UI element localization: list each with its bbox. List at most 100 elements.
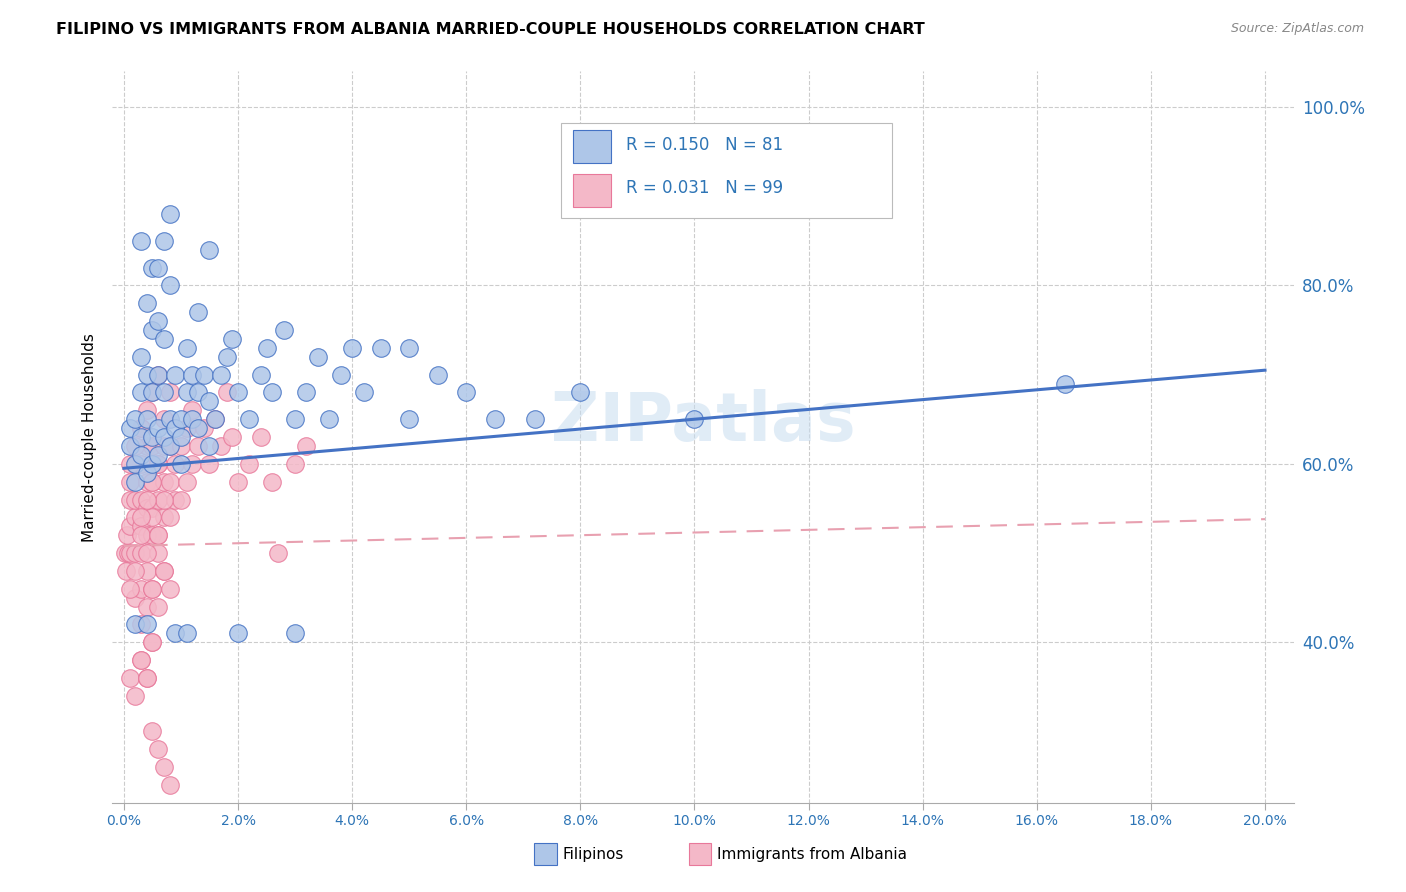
Point bbox=[118, 492, 141, 507]
Point bbox=[181, 412, 204, 426]
Text: Immigrants from Albania: Immigrants from Albania bbox=[717, 847, 907, 862]
Point bbox=[118, 457, 141, 471]
Point bbox=[1054, 376, 1077, 391]
Point bbox=[141, 635, 163, 649]
Point bbox=[165, 368, 187, 382]
Point bbox=[181, 403, 204, 417]
FancyBboxPatch shape bbox=[574, 174, 610, 207]
Point bbox=[250, 430, 273, 444]
Point bbox=[193, 421, 215, 435]
Point bbox=[153, 412, 176, 426]
Point bbox=[124, 546, 146, 560]
Point bbox=[135, 671, 157, 685]
Point bbox=[129, 421, 152, 435]
Point bbox=[129, 582, 152, 596]
Point bbox=[204, 412, 226, 426]
Point bbox=[295, 385, 318, 400]
Point bbox=[146, 448, 169, 462]
Point bbox=[284, 626, 307, 640]
Point bbox=[146, 260, 169, 275]
Point bbox=[340, 341, 363, 355]
Point bbox=[135, 599, 157, 614]
Point bbox=[124, 492, 146, 507]
Point bbox=[124, 457, 146, 471]
Point bbox=[118, 519, 141, 533]
Point bbox=[118, 421, 141, 435]
Point bbox=[146, 368, 169, 382]
Point bbox=[124, 689, 146, 703]
Point bbox=[176, 475, 198, 489]
Point bbox=[215, 385, 238, 400]
Point bbox=[204, 412, 226, 426]
Point bbox=[159, 278, 181, 293]
Point bbox=[221, 430, 243, 444]
Point bbox=[135, 412, 157, 426]
Point bbox=[153, 492, 176, 507]
Point bbox=[117, 546, 139, 560]
Point bbox=[146, 528, 169, 542]
Point bbox=[114, 564, 136, 578]
Point bbox=[262, 385, 284, 400]
Point bbox=[146, 492, 169, 507]
Point bbox=[159, 582, 181, 596]
Point bbox=[146, 368, 169, 382]
Point bbox=[159, 412, 181, 426]
Point bbox=[146, 421, 169, 435]
Point bbox=[129, 519, 152, 533]
Point bbox=[141, 430, 163, 444]
Point bbox=[198, 394, 221, 409]
Point bbox=[141, 457, 163, 471]
Point bbox=[153, 510, 176, 524]
Point bbox=[170, 430, 193, 444]
Point bbox=[146, 742, 169, 756]
Point bbox=[176, 341, 198, 355]
Point bbox=[159, 778, 181, 792]
Point bbox=[170, 492, 193, 507]
Point bbox=[170, 439, 193, 453]
Point bbox=[318, 412, 340, 426]
Point bbox=[262, 475, 284, 489]
Point bbox=[398, 341, 420, 355]
Point bbox=[209, 439, 232, 453]
Point bbox=[215, 350, 238, 364]
Point bbox=[329, 368, 352, 382]
Text: R = 0.031   N = 99: R = 0.031 N = 99 bbox=[626, 179, 783, 197]
Point bbox=[569, 385, 592, 400]
Y-axis label: Married-couple Households: Married-couple Households bbox=[82, 333, 97, 541]
Point bbox=[135, 501, 157, 516]
Point bbox=[146, 528, 169, 542]
Point bbox=[153, 564, 176, 578]
Point bbox=[523, 412, 546, 426]
Point bbox=[141, 510, 163, 524]
Point bbox=[176, 385, 198, 400]
Point bbox=[135, 475, 157, 489]
Point bbox=[118, 582, 141, 596]
Point bbox=[141, 439, 163, 453]
Point bbox=[118, 439, 141, 453]
Point bbox=[114, 546, 136, 560]
Point bbox=[118, 546, 141, 560]
Point bbox=[170, 412, 193, 426]
Point bbox=[124, 617, 146, 632]
Point bbox=[226, 385, 249, 400]
Point bbox=[141, 385, 163, 400]
Point bbox=[141, 528, 163, 542]
Point bbox=[124, 457, 146, 471]
Point bbox=[124, 412, 146, 426]
Point bbox=[187, 421, 209, 435]
Point bbox=[295, 439, 318, 453]
Point bbox=[141, 582, 163, 596]
Point bbox=[135, 671, 157, 685]
Point bbox=[118, 671, 141, 685]
Point bbox=[146, 314, 169, 328]
Point bbox=[181, 368, 204, 382]
Text: R = 0.150   N = 81: R = 0.150 N = 81 bbox=[626, 136, 783, 153]
Point bbox=[153, 332, 176, 346]
FancyBboxPatch shape bbox=[561, 122, 891, 218]
Point bbox=[153, 234, 176, 248]
Point bbox=[370, 341, 392, 355]
Point bbox=[129, 385, 152, 400]
Point bbox=[146, 599, 169, 614]
Point bbox=[115, 528, 138, 542]
Point bbox=[124, 475, 146, 489]
